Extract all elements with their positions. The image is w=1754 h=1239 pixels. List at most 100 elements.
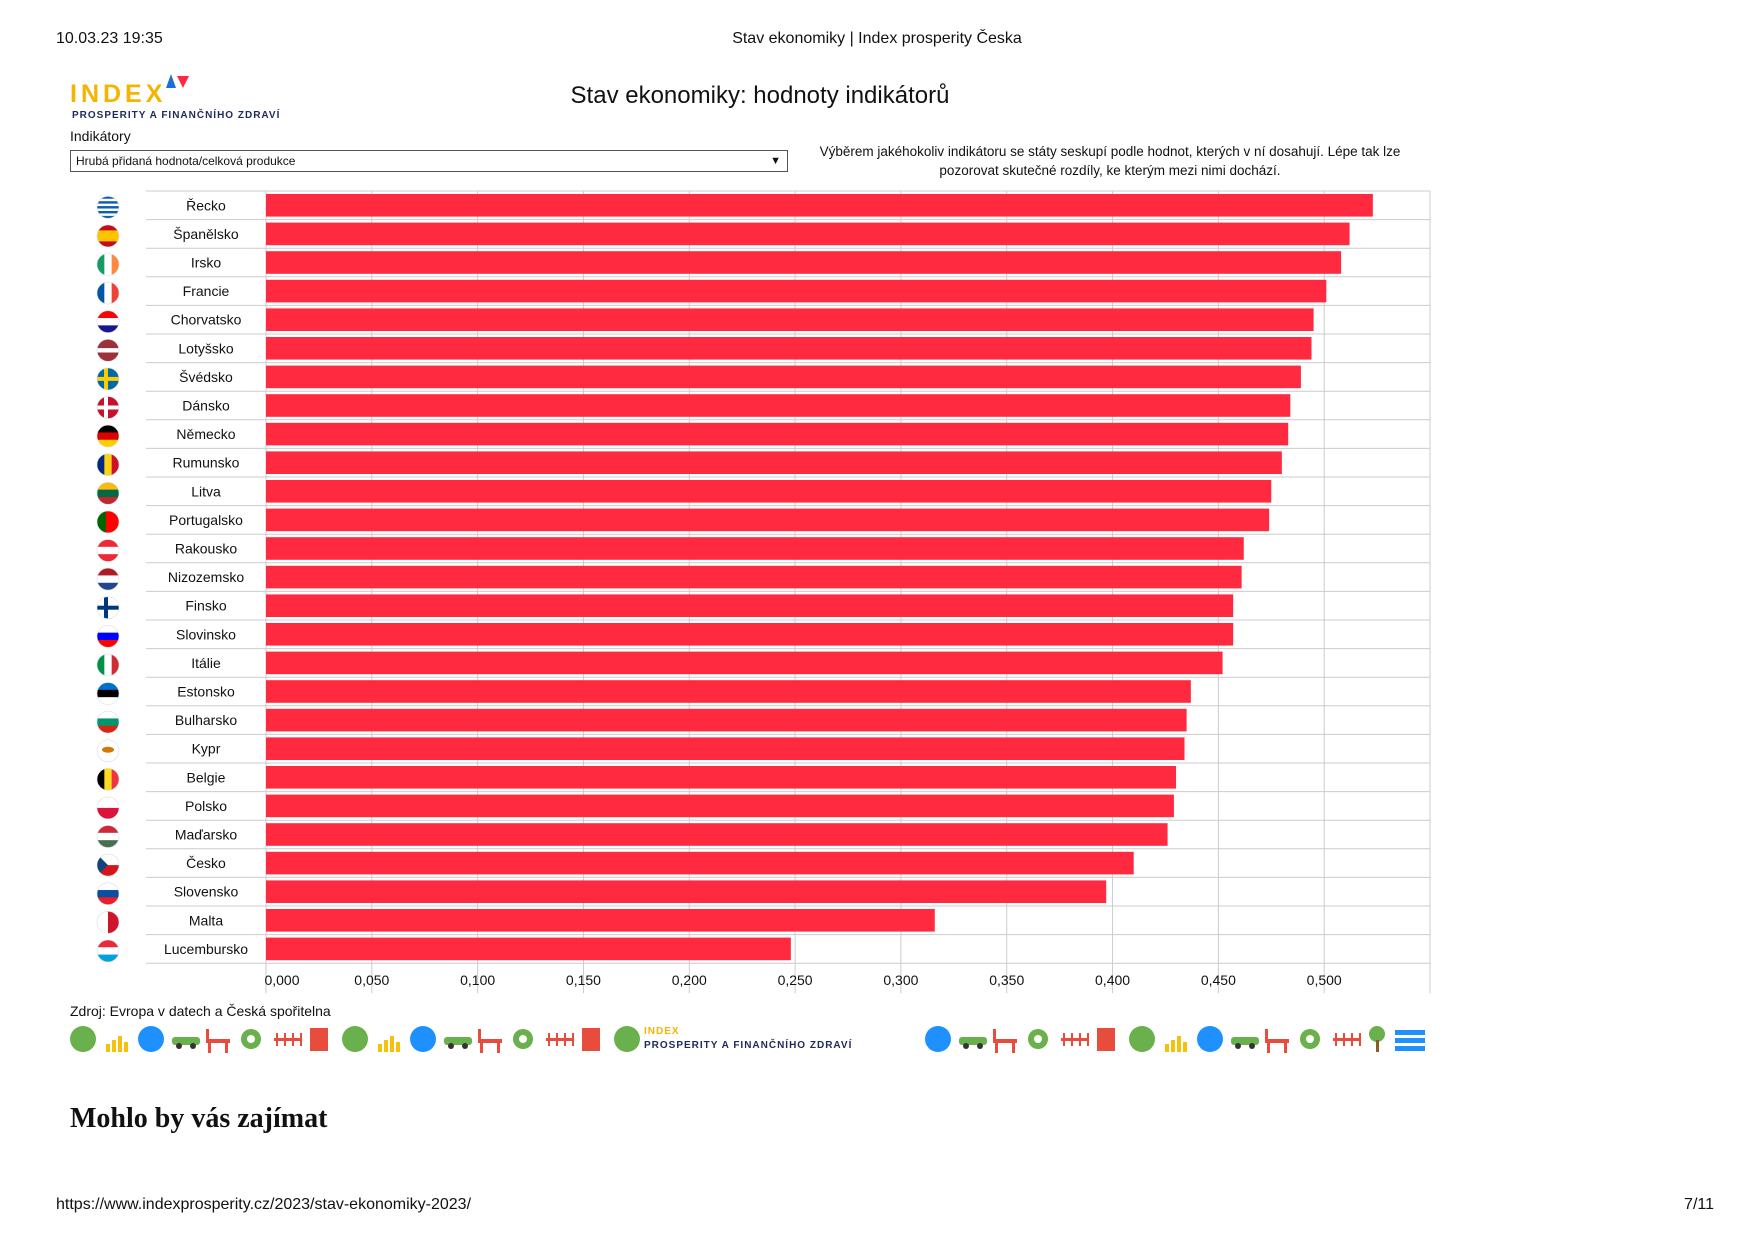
bar [266,194,1373,217]
print-url: https://www.indexprosperity.cz/2023/stav… [56,1196,472,1213]
flag-cyprus-icon [96,739,120,763]
gear-icon [1028,1029,1048,1049]
category-label: Itálie [191,655,221,671]
flags-layer [96,196,120,963]
x-tick-label: 0,000 [264,972,299,988]
category-label: Francie [183,283,230,299]
bar [266,251,1342,274]
x-tick-label: 0,450 [1201,972,1236,988]
category-label: Švédsko [179,369,233,385]
bar [266,594,1234,617]
x-tick-label: 0,350 [989,972,1024,988]
category-label: Německo [176,426,235,442]
bar [266,680,1191,703]
category-label: Kypr [192,741,221,757]
category-label: Rumunsko [173,455,240,471]
category-label: Belgie [187,769,226,785]
index-prosperity-logo[interactable]: INDEX PROSPERITY A FINANČNÍHO ZDRAVÍ [70,70,290,128]
green-icon [70,1026,96,1052]
flag-slovakia-icon [96,882,120,906]
bar [266,537,1244,560]
flag-slovenia-icon [96,624,120,648]
bar [266,565,1242,589]
flag-finland-icon [96,596,120,620]
gear-icon [241,1029,261,1049]
car-icon [172,1037,200,1049]
info-text: Výběrem jakéhokoliv indikátoru se státy … [819,144,1401,178]
blue-icon [1197,1026,1223,1052]
bar [266,623,1234,646]
bench-icon [206,1029,230,1053]
category-label: Bulharsko [175,712,237,728]
building-icon [310,1028,328,1051]
flag-luxembourg-icon [96,939,120,963]
bar [266,823,1168,846]
category-label: Polsko [185,798,227,814]
category-label: Slovensko [174,884,239,900]
rail-icon [1061,1033,1089,1046]
bar [266,508,1270,532]
building-icon [582,1028,600,1051]
flag-bulgaria-icon [96,710,120,734]
flag-portugal-icon [96,510,120,534]
category-label: Dánsko [182,398,230,414]
bar [266,365,1301,389]
print-page-title: Stav ekonomiky | Index prosperity Česka [732,30,1022,47]
category-label: Řecko [186,197,226,213]
indicator-select[interactable]: Hrubá přidaná hodnota/celková produkce ▼ [70,150,788,172]
logo-word: INDEX [70,80,167,108]
category-label: Chorvatsko [171,312,242,328]
flag-poland-icon [96,796,120,820]
building-icon [1097,1028,1115,1051]
source-label: Zdroj: Evropa v datech a Česká spořiteln… [70,1003,331,1019]
rail-icon [546,1033,574,1046]
bar [266,422,1289,446]
bar [266,222,1350,246]
green-icon [614,1026,640,1052]
flag-germany-icon [96,424,120,448]
blue-icon [925,1026,951,1052]
indicator-filter-label: Indikátory [70,128,131,144]
footer-logo-tagline: PROSPERITY A FINANČNÍHO ZDRAVÍ [644,1040,853,1051]
flag-czechia-icon [96,853,120,877]
bar [266,880,1107,903]
flag-denmark-icon [96,396,120,419]
chevron-down-icon[interactable]: ▼ [770,155,781,167]
category-label: Slovinsko [176,626,236,642]
bar [266,909,935,932]
category-label: Rakousko [175,541,237,557]
bar-chart: Řecko Španělsko Irsko Francie Chorvatsko Loty… [96,190,1431,994]
bar [266,794,1174,818]
section-heading: Mohlo by vás zajímat [70,1103,328,1134]
flag-lithuania-icon [96,481,120,505]
category-label: Malta [189,912,223,928]
bar [266,337,1312,360]
category-label: Maďarsko [175,827,238,843]
category-label: Česko [186,855,226,871]
bars-icon [106,1036,128,1052]
bar [266,279,1327,303]
bar [266,308,1314,331]
bench-icon [1265,1029,1289,1053]
flag-malta-icon [96,910,120,934]
bar [266,651,1223,675]
car-icon [1231,1037,1259,1049]
category-label: Španělsko [173,226,239,242]
footer-logo[interactable]: INDEX PROSPERITY A FINANČNÍHO ZDRAVÍ [644,1026,884,1056]
x-tick-label: 0,200 [672,972,707,988]
flag-france-icon [96,281,120,305]
bar [266,937,791,961]
gear-icon [1300,1029,1320,1049]
category-label: Estonsko [177,684,235,700]
flag-estonia-icon [96,682,120,705]
category-label: Portugalsko [169,512,243,528]
water-icon [1395,1030,1425,1051]
bars-icon [378,1036,400,1052]
green-icon [1129,1026,1155,1052]
tree-icon [1369,1026,1385,1052]
flag-greece-icon [96,196,120,219]
flag-netherlands-icon [96,567,120,591]
x-tick-label: 0,500 [1307,972,1342,988]
ticks-layer: 0,000 0,050 0,100 0,150 0,200 0,250 0,300 0,350… [264,972,1341,988]
indicator-select-value: Hrubá přidaná hodnota/celková produkce [76,154,296,168]
